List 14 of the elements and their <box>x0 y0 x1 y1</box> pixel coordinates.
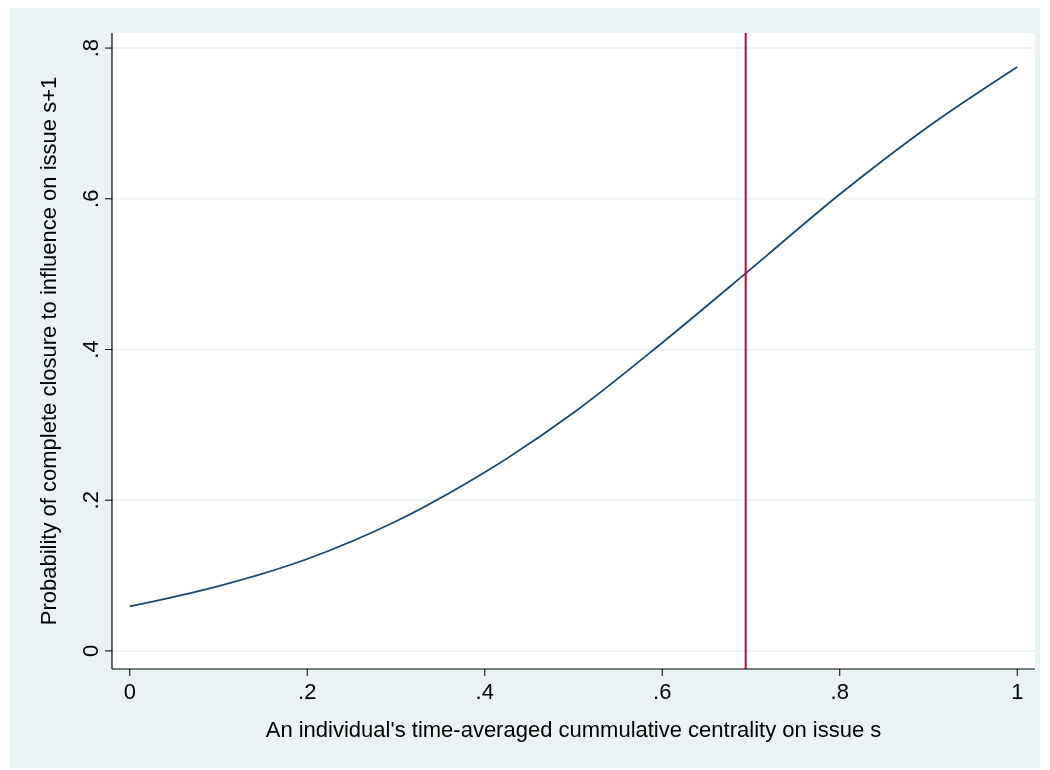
x-tick-label: .8 <box>830 679 849 704</box>
x-tick-label: 1 <box>1011 679 1024 704</box>
y-tick-label: .4 <box>78 340 103 359</box>
y-tick-label: 0 <box>78 644 103 658</box>
line-series <box>128 66 1019 608</box>
y-tick-label: .8 <box>78 38 103 58</box>
x-tick-label: 0 <box>123 679 136 704</box>
x-tick-label: .4 <box>475 679 494 704</box>
y-tick-label: .2 <box>78 491 103 510</box>
y-axis-title: Probability of complete closure to influence on issue s+1 <box>36 76 61 626</box>
x-axis-title: An individual's time-averaged cummulative centrality on issue s <box>265 717 882 742</box>
x-tick-label: .2 <box>298 679 317 704</box>
x-tick-label: .6 <box>653 679 672 704</box>
y-tick-label: .6 <box>78 189 103 208</box>
